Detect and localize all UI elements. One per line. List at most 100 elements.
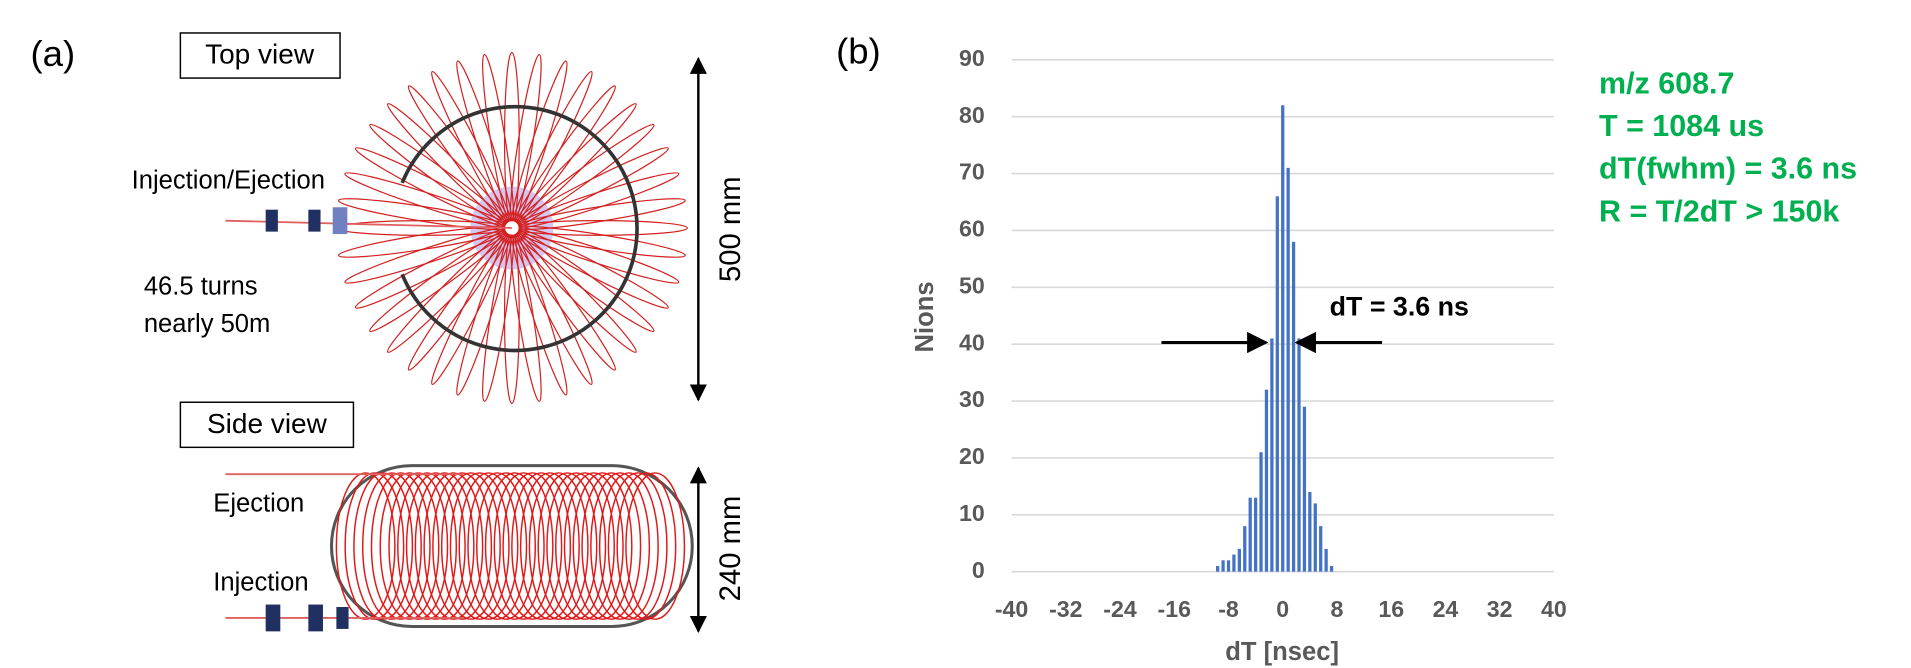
x-tick-label: -16	[1158, 596, 1192, 622]
x-tick-label: -24	[1103, 596, 1137, 622]
loop	[625, 472, 686, 620]
loop	[502, 472, 563, 620]
info-text: R = T/2dT > 150k	[1599, 194, 1839, 228]
loop	[546, 472, 607, 620]
loop	[616, 472, 677, 620]
loop	[388, 472, 449, 620]
bar	[1270, 338, 1274, 572]
ejection-label: Ejection	[213, 489, 304, 517]
loop	[528, 472, 589, 620]
bar	[1259, 452, 1263, 572]
loop	[344, 472, 405, 620]
y-tick-label: 40	[959, 329, 985, 355]
loop	[379, 472, 440, 620]
y-tick-label: 50	[959, 272, 985, 298]
loop	[572, 472, 633, 620]
top-view-label: Top view	[205, 39, 315, 70]
bar	[1286, 167, 1290, 572]
ring	[400, 104, 639, 353]
top-size-label: 500 mm	[715, 176, 747, 282]
x-tick-label: 32	[1487, 596, 1513, 622]
x-tick-label: 24	[1433, 596, 1459, 622]
y-tick-label: 10	[959, 500, 985, 526]
info-text: T = 1084 us	[1599, 109, 1764, 143]
bar	[1313, 503, 1317, 572]
loop	[537, 472, 598, 620]
loop	[476, 472, 537, 620]
y-axis-title: Nions	[911, 281, 939, 352]
side-view-drawing	[335, 472, 686, 620]
bar	[1237, 548, 1241, 572]
loop	[458, 472, 519, 620]
bar	[1275, 196, 1279, 572]
bar	[1253, 497, 1258, 572]
loop	[555, 472, 615, 620]
side-view-label: Side view	[207, 408, 328, 439]
bar	[1308, 492, 1312, 572]
chart: 0 10 20 30 40 50 60 70 80 90 -40 -32 -24 -16 -8 0 8 16 24 3…	[911, 45, 1857, 666]
bar	[1302, 406, 1307, 572]
annotation: dT = 3.6 ns	[1330, 291, 1469, 321]
loop	[467, 472, 528, 620]
loop	[440, 472, 501, 620]
label-box	[179, 32, 341, 79]
x-tick-label: -8	[1218, 596, 1239, 622]
x-tick-label: 0	[1276, 596, 1289, 622]
loop	[519, 472, 580, 620]
loop	[511, 472, 572, 620]
length-label: nearly 50m	[144, 310, 271, 338]
loop	[581, 472, 642, 620]
x-tick-label: -40	[995, 596, 1028, 622]
loop	[370, 472, 431, 620]
loop	[405, 472, 466, 620]
panel-label: (a)	[30, 33, 75, 74]
y-tick-label: 90	[959, 45, 985, 71]
injection-ejection-label: Injection/Ejection	[132, 166, 325, 194]
panel-label: (b)	[836, 30, 881, 71]
x-tick-label: -32	[1049, 596, 1082, 622]
bar	[1243, 526, 1247, 572]
x-tick-label: 16	[1378, 596, 1404, 622]
bar	[1297, 338, 1301, 572]
loop	[353, 472, 414, 620]
injection-label: Injection	[213, 569, 308, 597]
side-size-label: 240 mm	[715, 496, 747, 602]
bar	[1226, 560, 1231, 572]
loop	[361, 472, 422, 620]
bar	[1232, 554, 1236, 572]
bar	[1329, 565, 1334, 572]
loop	[449, 472, 510, 620]
x-axis-title: dT [nsec]	[1225, 638, 1339, 666]
ion-optics	[265, 604, 349, 632]
y-tick-label: 80	[959, 102, 985, 128]
loop	[493, 472, 554, 620]
y-tick-label: 70	[959, 159, 985, 185]
label-box	[179, 401, 355, 449]
loop	[335, 472, 396, 620]
info-text: m/z 608.7	[1599, 66, 1734, 100]
loop	[414, 472, 475, 620]
bar	[1216, 565, 1220, 572]
loop	[423, 472, 484, 620]
loop	[432, 472, 493, 620]
bar	[1264, 389, 1269, 572]
ion-optics	[265, 207, 348, 235]
loop	[563, 472, 624, 620]
loop	[484, 472, 545, 620]
bar	[1281, 105, 1285, 572]
bar	[1248, 497, 1252, 572]
loop	[397, 472, 458, 620]
turns-label: 46.5 turns	[144, 272, 258, 300]
info-text: dT(fwhm) = 3.6 ns	[1599, 152, 1857, 186]
bar	[1291, 241, 1296, 572]
x-tick-label: 40	[1541, 596, 1567, 622]
loop	[607, 472, 668, 620]
y-tick-label: 30	[959, 386, 985, 412]
y-tick-label: 20	[959, 443, 985, 469]
bar	[1324, 548, 1328, 572]
y-tick-label: 0	[972, 557, 985, 583]
x-tick-label: 8	[1331, 596, 1344, 622]
loop	[590, 472, 651, 620]
bar	[1319, 526, 1323, 572]
